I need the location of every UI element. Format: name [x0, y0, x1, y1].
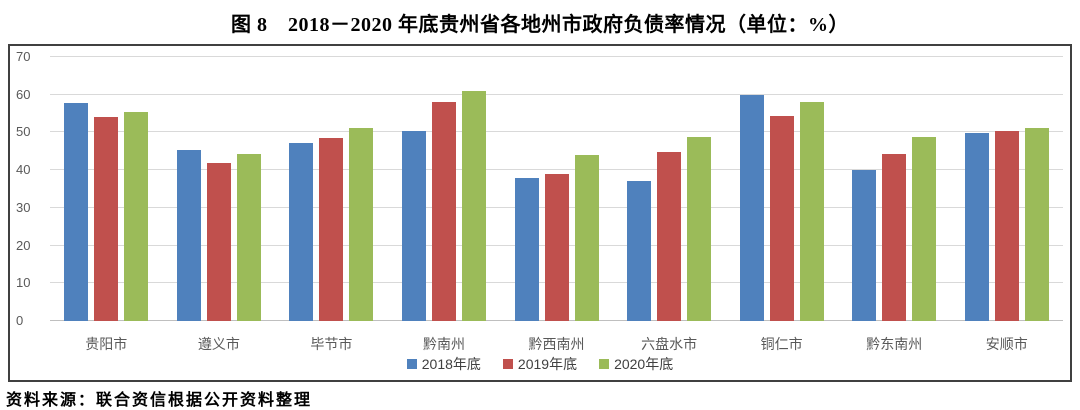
- bar-group: [50, 57, 163, 321]
- bar: [912, 137, 937, 321]
- chart-container: 0 10 20 30 40 50 60 70 贵阳市 遵义市 毕节市 黔南州 黔西南州 六盘水市 铜仁市 黔…: [8, 44, 1072, 382]
- bar: [627, 181, 652, 321]
- bar: [349, 128, 374, 321]
- legend-item: 2019年底: [502, 354, 578, 374]
- source-note: 资料来源：联合资信根据公开资料整理: [6, 392, 313, 409]
- y-tick-label: 20: [16, 237, 31, 253]
- bar: [1024, 128, 1049, 321]
- y-tick-label: 10: [16, 275, 31, 291]
- x-category-label: 毕节市: [310, 336, 353, 352]
- bar: [94, 117, 119, 321]
- legend-swatch-icon: [599, 359, 610, 369]
- y-tick-label: 30: [16, 199, 31, 215]
- gridline-40: [50, 169, 1063, 171]
- y-tick-label: 0: [16, 313, 24, 328]
- legend-label: 2020年底: [614, 356, 674, 372]
- legend: 2018年底 2019年底 2020年底: [10, 354, 1070, 374]
- legend-item: 2020年底: [599, 354, 673, 374]
- x-category-label: 六盘水市: [641, 336, 698, 352]
- x-category-label: 黔南州: [422, 336, 465, 352]
- x-category-label: 安顺市: [985, 336, 1028, 352]
- x-axis-labels: 贵阳市 遵义市 毕节市 黔南州 黔西南州 六盘水市 铜仁市 黔东南州 安顺市: [50, 334, 1063, 354]
- bar-group: [500, 57, 613, 321]
- bar-group: [613, 57, 726, 321]
- legend-item: 2018年底: [406, 354, 481, 374]
- bar-groups: [50, 57, 1063, 321]
- bar: [739, 94, 764, 321]
- legend-swatch-icon: [502, 359, 513, 369]
- legend-swatch-icon: [406, 359, 417, 369]
- bar: [544, 173, 569, 321]
- bar: [319, 138, 344, 321]
- y-tick-label: 70: [16, 49, 31, 64]
- bar: [64, 103, 89, 321]
- bar: [852, 170, 877, 321]
- bar: [461, 90, 486, 321]
- bar: [431, 102, 456, 321]
- x-category-label: 黔东南州: [866, 336, 923, 352]
- bar-group: [163, 57, 276, 321]
- bar: [206, 163, 231, 321]
- y-tick-label: 60: [16, 86, 31, 102]
- bar-group: [951, 57, 1064, 321]
- bar-group: [725, 57, 838, 321]
- gridline-60: [50, 93, 1063, 95]
- x-category-label: 黔西南州: [528, 336, 585, 352]
- bar: [401, 130, 426, 321]
- legend-label: 2018年底: [421, 356, 481, 372]
- plot-area: 0 10 20 30 40 50 60 70: [16, 49, 1063, 328]
- bar: [514, 177, 539, 321]
- bar: [176, 150, 201, 321]
- bar: [574, 155, 599, 321]
- chart-title: 图 8 2018－2020 年底贵州省各地州市政府负债率情况（单位：%）: [231, 14, 849, 36]
- bar: [687, 136, 712, 321]
- bar-group: [838, 57, 951, 321]
- bar: [799, 102, 824, 321]
- gridline-70: [50, 56, 1063, 57]
- bar-group: [388, 57, 501, 321]
- legend-label: 2019年底: [517, 356, 578, 372]
- bar: [289, 143, 314, 321]
- bar: [124, 112, 149, 321]
- bar: [657, 151, 682, 321]
- gridline-50: [50, 131, 1063, 133]
- x-category-label: 贵阳市: [85, 336, 128, 352]
- bar-group: [275, 57, 388, 321]
- y-tick-label: 50: [16, 124, 31, 140]
- bar: [882, 153, 907, 321]
- x-category-label: 铜仁市: [760, 336, 803, 352]
- y-tick-label: 40: [16, 162, 31, 178]
- bar: [769, 116, 794, 321]
- bar: [964, 133, 989, 321]
- bar: [994, 130, 1019, 321]
- bar: [236, 153, 261, 321]
- x-category-label: 遵义市: [197, 336, 240, 352]
